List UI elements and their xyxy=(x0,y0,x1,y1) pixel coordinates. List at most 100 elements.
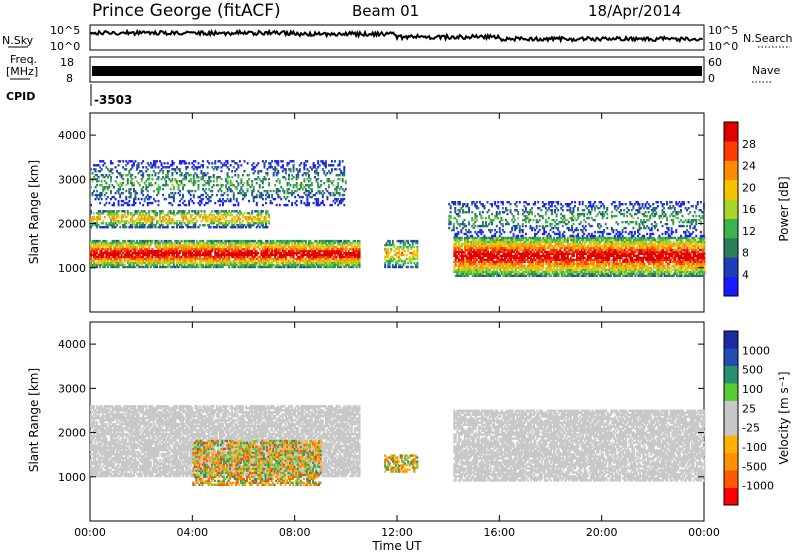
scatter-cell xyxy=(324,243,327,247)
scatter-cell xyxy=(352,239,355,243)
scatter-cell xyxy=(344,265,347,269)
scatter-cell xyxy=(338,259,341,263)
scatter-cell xyxy=(148,216,151,219)
scatter-cell xyxy=(111,261,114,265)
scatter-cell xyxy=(243,263,246,267)
scatter-cell xyxy=(268,243,271,247)
scatter-cell xyxy=(255,257,258,261)
scatter-cell xyxy=(94,247,97,251)
scatter-cell xyxy=(318,257,321,261)
scatter-cell xyxy=(116,253,119,257)
scatter-cell xyxy=(326,239,329,243)
scatter-cell xyxy=(194,222,197,225)
scatter-cell xyxy=(159,249,162,253)
scatter-cell xyxy=(237,164,240,167)
scatter-cell xyxy=(162,226,165,229)
scatter-cell xyxy=(211,243,214,247)
nsky-strip: N.Sky 10^5 10^0 10^5 10^0 N.Search xyxy=(2,24,793,53)
scatter-cell xyxy=(334,253,337,257)
scatter-cell xyxy=(338,261,341,265)
scatter-cell xyxy=(341,259,344,263)
scatter-cell xyxy=(271,259,274,263)
scatter-cell xyxy=(280,243,283,247)
scatter-cell xyxy=(163,239,166,243)
scatter-cell xyxy=(329,261,332,265)
scatter-cell xyxy=(300,249,303,253)
scatter-cell xyxy=(258,259,261,263)
scatter-cell xyxy=(116,239,119,243)
scatter-cell xyxy=(110,259,112,263)
scatter-cell xyxy=(93,265,96,269)
scatter-cell xyxy=(225,241,228,245)
scatter-cell xyxy=(102,253,105,257)
scatter-cell xyxy=(140,261,143,265)
scatter-cell xyxy=(188,241,191,245)
scatter-cell xyxy=(288,199,290,203)
scatter-cell xyxy=(113,265,115,269)
scatter-cell xyxy=(265,160,267,163)
scatter-cell xyxy=(197,176,200,179)
scatter-cell xyxy=(220,218,223,221)
scatter-cell xyxy=(192,239,195,243)
scatter-cell xyxy=(317,241,320,245)
scatter-cell xyxy=(142,224,145,227)
scatter-cell xyxy=(252,247,255,251)
scatter-cell xyxy=(136,226,139,229)
scatter-cell xyxy=(215,210,218,213)
scatter-cell xyxy=(157,249,160,253)
scatter-cell xyxy=(331,168,333,171)
scatter-cell xyxy=(93,241,96,245)
scatter-cell xyxy=(265,249,267,253)
scatter-cell xyxy=(176,220,178,223)
scatter-cell xyxy=(298,239,301,243)
scatter-cell xyxy=(122,263,125,267)
scatter-cell xyxy=(194,212,197,215)
scatter-cell xyxy=(185,203,188,207)
scatter-cell xyxy=(105,249,108,253)
scatter-cell xyxy=(191,241,194,245)
scatter-cell xyxy=(223,218,226,221)
scatter-cell xyxy=(238,226,241,229)
scatter-cell xyxy=(358,257,361,261)
scatter-cell xyxy=(122,265,125,269)
scatter-cell xyxy=(119,263,122,267)
scatter-cell xyxy=(91,249,94,253)
scatter-cell xyxy=(165,197,168,201)
power-plot-frame xyxy=(89,112,705,313)
scatter-cell xyxy=(235,253,238,257)
scatter-cell xyxy=(324,247,327,251)
scatter-cell xyxy=(156,222,158,225)
scatter-cell xyxy=(191,251,194,255)
scatter-cell xyxy=(106,263,109,267)
scatter-cell xyxy=(192,226,195,229)
scatter-cell xyxy=(251,259,254,263)
scatter-cell xyxy=(268,193,271,197)
scatter-cell xyxy=(246,259,249,263)
scatter-cell xyxy=(182,251,185,255)
scatter-cell xyxy=(317,197,320,201)
scatter-cell xyxy=(294,243,297,247)
scatter-cell xyxy=(139,239,142,243)
scatter-cell xyxy=(131,216,134,219)
scatter-cell xyxy=(152,265,155,269)
scatter-cell xyxy=(105,245,108,249)
scatter-cell xyxy=(228,239,231,243)
scatter-cell xyxy=(209,257,212,261)
scatter-cell xyxy=(172,247,175,251)
scatter-cell xyxy=(242,263,244,267)
scatter-cell xyxy=(320,247,323,251)
scatter-cell xyxy=(91,263,94,267)
scatter-cell xyxy=(206,249,209,253)
scatter-cell xyxy=(188,265,191,269)
scatter-cell xyxy=(165,259,168,263)
scatter-cell xyxy=(123,259,126,263)
scatter-cell xyxy=(332,247,335,251)
scatter-cell xyxy=(183,210,186,213)
scatter-cell xyxy=(111,265,114,269)
scatter-cell xyxy=(281,245,284,249)
scatter-cell xyxy=(334,257,337,261)
scatter-cell xyxy=(191,222,194,225)
scatter-cell xyxy=(321,243,324,247)
scatter-cell xyxy=(203,245,206,249)
scatter-cell xyxy=(326,255,329,259)
